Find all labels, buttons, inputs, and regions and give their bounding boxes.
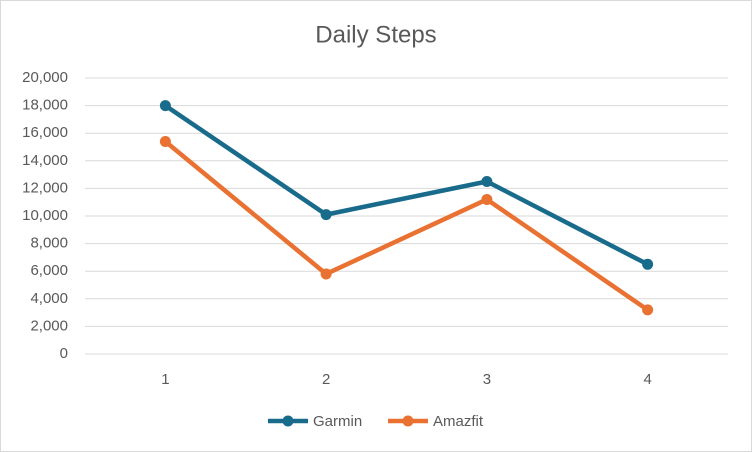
point xyxy=(642,258,654,270)
point xyxy=(481,193,493,205)
point xyxy=(159,135,171,147)
y-tick-label: 10,000 xyxy=(22,207,68,224)
legend-marker xyxy=(402,415,414,427)
y-tick-label: 6,000 xyxy=(30,262,68,279)
x-tick-label: 3 xyxy=(483,371,491,388)
point xyxy=(159,100,171,112)
point xyxy=(481,176,493,187)
x-tick-label: 2 xyxy=(322,371,330,388)
y-tick-label: 18,000 xyxy=(22,97,68,114)
point xyxy=(320,268,332,280)
y-tick-label: 16,000 xyxy=(22,124,68,141)
point xyxy=(642,304,654,316)
legend-label: Amazfit xyxy=(433,413,484,430)
legend-label: Garmin xyxy=(313,413,362,430)
series-line xyxy=(163,103,650,267)
y-tick-label: 8,000 xyxy=(30,235,68,252)
y-tick-label: 4,000 xyxy=(30,290,68,307)
y-tick-label: 0 xyxy=(60,345,68,362)
y-tick-label: 14,000 xyxy=(22,152,68,169)
legend-marker xyxy=(282,415,294,427)
series-line xyxy=(163,139,650,313)
x-tick-label: 1 xyxy=(161,371,169,388)
y-tick-label: 12,000 xyxy=(22,179,68,196)
point xyxy=(320,209,332,221)
chart-title: Daily Steps xyxy=(315,21,436,48)
y-tick-label: 2,000 xyxy=(30,317,68,334)
y-tick-label: 20,000 xyxy=(22,69,68,86)
x-tick-label: 4 xyxy=(643,371,651,388)
